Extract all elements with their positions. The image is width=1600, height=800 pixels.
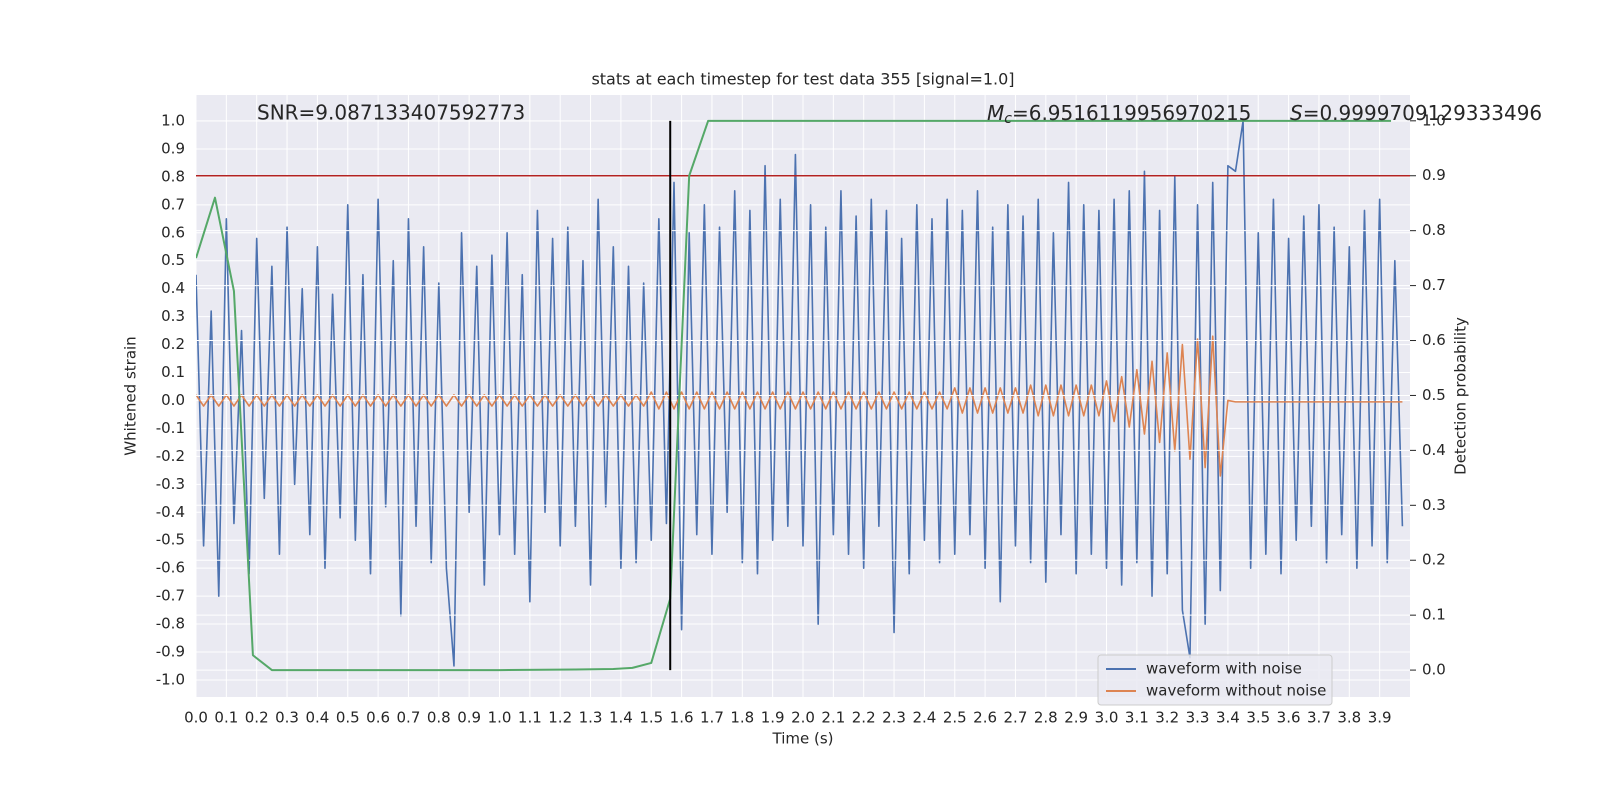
y-tick-label: 0.9 bbox=[161, 139, 185, 157]
mc-symbol: M bbox=[987, 101, 1004, 125]
x-tick-label: 0.1 bbox=[214, 709, 238, 727]
y-tick-label: -0.9 bbox=[156, 643, 185, 661]
x-tick-label: 3.6 bbox=[1277, 709, 1301, 727]
y-tick-label: 1.0 bbox=[161, 111, 185, 129]
overlay bbox=[1410, 120, 1416, 671]
x-tick-label: 3.8 bbox=[1337, 709, 1361, 727]
x-tick-label: 1.3 bbox=[579, 709, 603, 727]
x-tick-label: 3.9 bbox=[1368, 709, 1392, 727]
series-line bbox=[196, 119, 1392, 672]
x-tick-label: 2.3 bbox=[882, 709, 906, 727]
y-tick-label: -0.3 bbox=[156, 475, 185, 493]
y-tick-label: -0.7 bbox=[156, 587, 185, 605]
x-tick-label: 2.1 bbox=[821, 709, 845, 727]
y-axis-label: Whitened strain bbox=[122, 336, 140, 455]
x-tick-label: 2.6 bbox=[973, 709, 997, 727]
x-tick-label: 1.0 bbox=[488, 709, 512, 727]
y2-tick-label: 0.3 bbox=[1422, 496, 1446, 514]
s-value: =0.9999709129333496 bbox=[1303, 101, 1542, 125]
x-tick-label: 1.7 bbox=[700, 709, 724, 727]
y2-tick-label: 0.6 bbox=[1422, 331, 1446, 349]
x-axis-label: Time (s) bbox=[772, 730, 834, 748]
x-tick-label: 1.1 bbox=[518, 709, 542, 727]
y-tick-label: 0.7 bbox=[161, 195, 185, 213]
y-tick-label: 0.4 bbox=[161, 279, 185, 297]
y2-tick-label: 1.0 bbox=[1422, 111, 1446, 129]
y2-tick-label: 0.1 bbox=[1422, 606, 1446, 624]
y-tick-label: 0.2 bbox=[161, 335, 185, 353]
x-tick-label: 2.7 bbox=[1004, 709, 1028, 727]
x-tick-label: 0.0 bbox=[184, 709, 208, 727]
y2-tick-label: 0.7 bbox=[1422, 276, 1446, 294]
x-tick-label: 2.9 bbox=[1064, 709, 1088, 727]
x-tick-label: 1.8 bbox=[730, 709, 754, 727]
s-annotation: S=0.9999709129333496 bbox=[1290, 101, 1542, 125]
legend-label: waveform with noise bbox=[1146, 660, 1302, 678]
s-symbol: S bbox=[1290, 101, 1303, 125]
mc-value: =6.9516119956970215 bbox=[1012, 101, 1251, 125]
x-tick-label: 1.6 bbox=[670, 709, 694, 727]
x-tick-label: 1.2 bbox=[548, 709, 572, 727]
mc-subscript: c bbox=[1004, 111, 1012, 127]
y2-tick-label: 0.2 bbox=[1422, 551, 1446, 569]
x-tick-label: 3.4 bbox=[1216, 709, 1240, 727]
y-tick-label: -0.6 bbox=[156, 559, 185, 577]
y-tick-label: -0.1 bbox=[156, 419, 185, 437]
y-tick-label: -0.5 bbox=[156, 531, 185, 549]
y-tick-label: 0.5 bbox=[161, 251, 185, 269]
plot-lines bbox=[196, 119, 1410, 672]
x-tick-label: 0.8 bbox=[427, 709, 451, 727]
legend: waveform with noise waveform without nois… bbox=[1097, 654, 1333, 706]
snr-annotation: SNR=9.087133407592773 bbox=[257, 101, 525, 125]
x-tick-label: 0.9 bbox=[457, 709, 481, 727]
y2-axis-label: Detection probability bbox=[1452, 317, 1470, 475]
legend-label: waveform without noise bbox=[1146, 682, 1326, 700]
x-tick-label: 2.0 bbox=[791, 709, 815, 727]
x-tick-label: 3.5 bbox=[1246, 709, 1270, 727]
x-tick-label: 3.1 bbox=[1125, 709, 1149, 727]
x-tick-label: 0.4 bbox=[305, 709, 329, 727]
x-tick-label: 1.5 bbox=[639, 709, 663, 727]
legend-box bbox=[1097, 654, 1333, 706]
x-tick-label: 2.5 bbox=[943, 709, 967, 727]
chart-title: stats at each timestep for test data 355… bbox=[591, 70, 1014, 89]
series-line bbox=[196, 335, 1403, 477]
x-tick-label: 0.2 bbox=[245, 709, 269, 727]
y-tick-label: 0.3 bbox=[161, 307, 185, 325]
y-tick-label: -1.0 bbox=[156, 670, 185, 688]
mc-annotation: Mc=6.9516119956970215 bbox=[987, 101, 1251, 128]
y2-tick-label: 0.9 bbox=[1422, 166, 1446, 184]
x-tick-label: 1.9 bbox=[761, 709, 785, 727]
y-tick-label: 0.8 bbox=[161, 167, 185, 185]
y-tick-label: -0.8 bbox=[156, 615, 185, 633]
x-tick-label: 3.2 bbox=[1155, 709, 1179, 727]
y2-tick-label: 0.0 bbox=[1422, 661, 1446, 679]
x-tick-label: 0.3 bbox=[275, 709, 299, 727]
x-tick-label: 1.4 bbox=[609, 709, 633, 727]
x-tick-label: 2.4 bbox=[912, 709, 936, 727]
y-tick-label: -0.4 bbox=[156, 503, 185, 521]
x-tick-label: 0.5 bbox=[336, 709, 360, 727]
y-tick-label: 0.0 bbox=[161, 391, 185, 409]
y-tick-label: -0.2 bbox=[156, 447, 185, 465]
y-tick-label: 0.6 bbox=[161, 223, 185, 241]
x-tick-label: 2.8 bbox=[1034, 709, 1058, 727]
x-tick-label: 0.7 bbox=[397, 709, 421, 727]
y-tick-label: 0.1 bbox=[161, 363, 185, 381]
x-tick-label: 3.3 bbox=[1186, 709, 1210, 727]
x-tick-label: 2.2 bbox=[852, 709, 876, 727]
x-tick-label: 3.0 bbox=[1095, 709, 1119, 727]
y2-tick-label: 0.8 bbox=[1422, 221, 1446, 239]
y2-tick-label: 0.5 bbox=[1422, 386, 1446, 404]
x-tick-label: 3.7 bbox=[1307, 709, 1331, 727]
x-tick-label: 0.6 bbox=[366, 709, 390, 727]
y2-tick-label: 0.4 bbox=[1422, 441, 1446, 459]
